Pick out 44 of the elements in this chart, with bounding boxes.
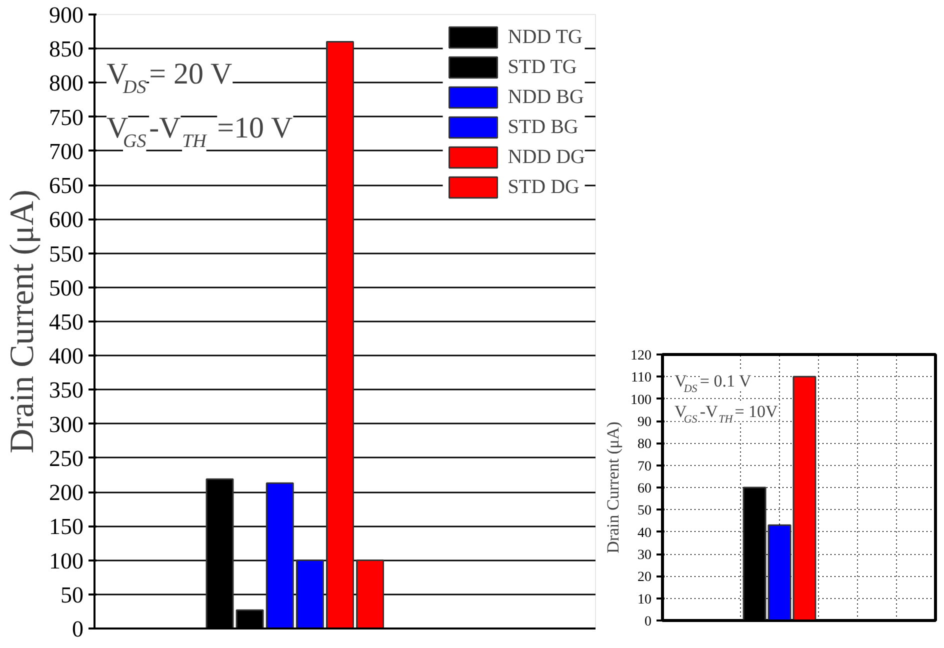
y-tick-label: 0 bbox=[644, 614, 652, 630]
y-axis-title: Drain Current (μA) bbox=[604, 422, 622, 554]
bar bbox=[326, 41, 354, 628]
y-tick-label: 50 bbox=[638, 504, 652, 519]
y-tick-label: 110 bbox=[631, 370, 652, 386]
bar bbox=[266, 482, 294, 628]
y-tick-label: 700 bbox=[49, 138, 84, 164]
legend-label: STD BG bbox=[508, 116, 578, 138]
y-tick-label: 80 bbox=[638, 437, 652, 452]
y-tick-label: 70 bbox=[638, 459, 652, 474]
legend-label: NDD DG bbox=[508, 146, 585, 168]
legend-label: NDD BG bbox=[508, 86, 584, 108]
y-tick-label: 20 bbox=[638, 570, 652, 586]
y-tick-label: 30 bbox=[638, 548, 652, 563]
y-tick-label: 40 bbox=[638, 526, 652, 541]
y-tick-label: 300 bbox=[49, 412, 84, 437]
legend-label: NDD TG bbox=[508, 26, 582, 48]
y-tick-label: 450 bbox=[49, 310, 84, 334]
y-tick-label: 650 bbox=[49, 173, 84, 198]
bar bbox=[356, 560, 384, 628]
y-tick-label: 150 bbox=[49, 514, 84, 540]
y-tick-label: 350 bbox=[49, 378, 84, 403]
bar bbox=[296, 560, 324, 628]
legend-label: STD DG bbox=[508, 176, 580, 198]
legend-label: STD TG bbox=[508, 56, 577, 78]
y-tick-label: 90 bbox=[638, 415, 652, 430]
y-axis-title: Drain Current (μA) bbox=[4, 190, 41, 454]
y-tick-label: 200 bbox=[49, 480, 84, 506]
y-tick-label: 800 bbox=[49, 70, 84, 96]
y-tick-label: 400 bbox=[49, 344, 84, 369]
y-tick-label: 750 bbox=[49, 104, 84, 130]
y-tick-label: 60 bbox=[638, 482, 652, 496]
y-tick-label: 550 bbox=[49, 241, 84, 266]
y-tick-label: 250 bbox=[49, 446, 84, 471]
y-tick-label: 50 bbox=[60, 582, 84, 608]
y-tick-label: 850 bbox=[49, 36, 84, 62]
y-tick-label: 500 bbox=[49, 275, 84, 300]
y-tick-label: 900 bbox=[49, 2, 84, 28]
y-tick-label: 100 bbox=[630, 392, 652, 408]
y-tick-label: 0 bbox=[72, 616, 84, 642]
y-tick-label: 10 bbox=[638, 592, 652, 608]
y-tick-label: 120 bbox=[630, 348, 652, 364]
y-tick-label: 600 bbox=[49, 207, 84, 232]
y-tick-label: 100 bbox=[49, 548, 84, 574]
